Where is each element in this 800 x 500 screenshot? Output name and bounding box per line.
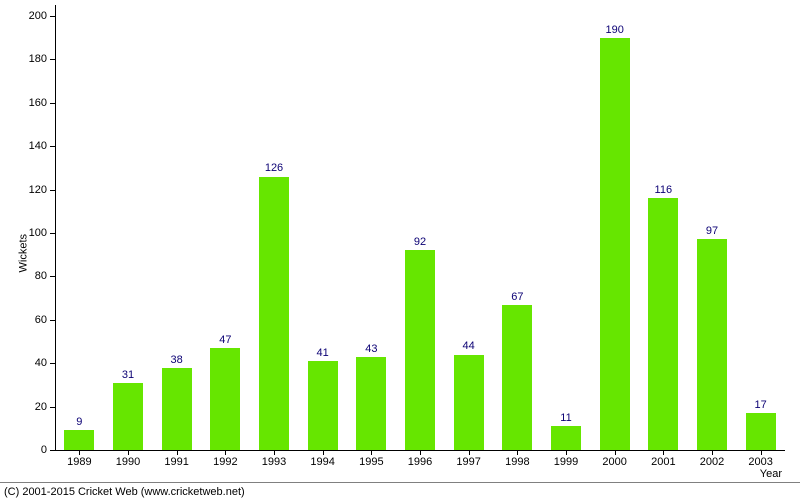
data-bar <box>551 426 581 450</box>
y-tick <box>50 146 55 147</box>
y-tick-label: 180 <box>0 53 47 65</box>
x-tick-label: 1991 <box>164 456 188 468</box>
bar-value-label: 44 <box>463 340 475 352</box>
x-tick <box>128 450 129 455</box>
data-bar <box>113 383 143 450</box>
y-tick <box>50 320 55 321</box>
bar-value-label: 43 <box>365 343 377 355</box>
y-axis-title: Wickets <box>17 234 29 273</box>
x-tick-label: 1994 <box>310 456 334 468</box>
data-bar <box>308 361 338 450</box>
y-tick <box>50 16 55 17</box>
x-tick-label: 1992 <box>213 456 237 468</box>
y-tick-label: 200 <box>0 10 47 22</box>
x-tick <box>323 450 324 455</box>
data-bar <box>697 239 727 450</box>
y-tick-label: 40 <box>0 357 47 369</box>
y-tick <box>50 450 55 451</box>
copyright-text: (C) 2001-2015 Cricket Web (www.cricketwe… <box>4 486 245 498</box>
x-tick-label: 1998 <box>505 456 529 468</box>
y-tick <box>50 59 55 60</box>
data-bar <box>746 413 776 450</box>
y-tick <box>50 233 55 234</box>
x-tick-label: 1990 <box>116 456 140 468</box>
bar-value-label: 31 <box>122 369 134 381</box>
data-bar <box>64 430 94 450</box>
y-tick-label: 20 <box>0 401 47 413</box>
x-tick-label: 1993 <box>262 456 286 468</box>
x-tick-label: 1999 <box>554 456 578 468</box>
x-tick <box>371 450 372 455</box>
x-tick <box>615 450 616 455</box>
bar-value-label: 17 <box>755 399 767 411</box>
chart-frame: 0204060801001201401601802009198931199038… <box>0 0 800 500</box>
data-bar <box>648 198 678 450</box>
x-tick <box>177 450 178 455</box>
bar-value-label: 9 <box>76 416 82 428</box>
data-bar <box>162 368 192 450</box>
data-bar <box>454 355 484 451</box>
x-tick-label: 2001 <box>651 456 675 468</box>
data-bar <box>600 38 630 450</box>
plot-area <box>55 5 785 450</box>
data-bar <box>259 177 289 451</box>
bar-value-label: 47 <box>219 334 231 346</box>
bar-value-label: 97 <box>706 225 718 237</box>
x-tick-label: 1997 <box>456 456 480 468</box>
y-tick <box>50 276 55 277</box>
x-tick <box>469 450 470 455</box>
x-tick <box>712 450 713 455</box>
x-tick <box>79 450 80 455</box>
copyright-bar: (C) 2001-2015 Cricket Web (www.cricketwe… <box>0 482 800 500</box>
x-tick <box>517 450 518 455</box>
data-bar <box>502 305 532 450</box>
y-tick-label: 160 <box>0 97 47 109</box>
x-tick <box>225 450 226 455</box>
bar-value-label: 41 <box>317 347 329 359</box>
bar-value-label: 11 <box>560 412 571 424</box>
y-tick-label: 120 <box>0 184 47 196</box>
x-tick <box>663 450 664 455</box>
x-tick-label: 2003 <box>748 456 772 468</box>
bar-value-label: 190 <box>605 24 623 36</box>
bar-value-label: 38 <box>171 354 183 366</box>
x-tick-label: 2002 <box>700 456 724 468</box>
x-tick-label: 1995 <box>359 456 383 468</box>
x-tick <box>274 450 275 455</box>
y-tick-label: 60 <box>0 314 47 326</box>
y-axis-line <box>55 5 56 450</box>
y-tick-label: 140 <box>0 140 47 152</box>
y-tick <box>50 363 55 364</box>
x-axis-title: Year <box>760 468 782 480</box>
x-tick <box>566 450 567 455</box>
data-bar <box>356 357 386 450</box>
y-tick <box>50 103 55 104</box>
data-bar <box>210 348 240 450</box>
y-tick <box>50 190 55 191</box>
bar-value-label: 92 <box>414 236 426 248</box>
x-tick-label: 1989 <box>67 456 91 468</box>
x-tick-label: 2000 <box>602 456 626 468</box>
y-tick-label: 0 <box>0 444 47 456</box>
x-tick-label: 1996 <box>408 456 432 468</box>
bar-value-label: 116 <box>655 184 673 196</box>
x-tick <box>761 450 762 455</box>
x-tick <box>420 450 421 455</box>
data-bar <box>405 250 435 450</box>
bar-value-label: 126 <box>265 162 283 174</box>
y-tick <box>50 407 55 408</box>
bar-value-label: 67 <box>511 291 523 303</box>
